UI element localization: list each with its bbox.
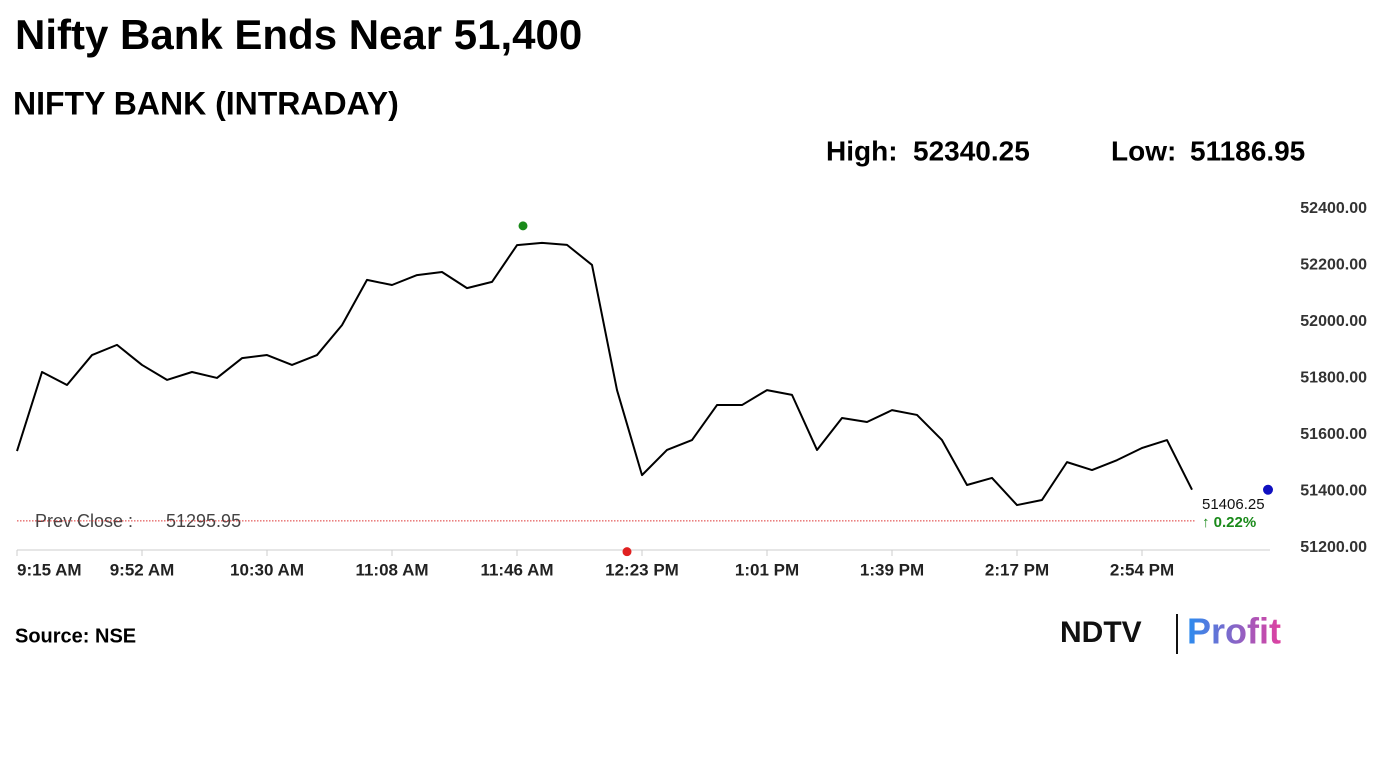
high-value: 52340.25 (913, 135, 1030, 166)
y-tick-label: 51800.00 (1300, 370, 1367, 387)
x-tick-label: 1:01 PM (735, 560, 799, 579)
y-tick-label: 52200.00 (1300, 257, 1367, 274)
high-text: High: (826, 135, 898, 166)
x-tick-label: 11:08 AM (355, 560, 428, 579)
chart-title: Nifty Bank Ends Near 51,400 (15, 11, 582, 58)
y-tick-label: 51400.00 (1300, 483, 1367, 500)
source: Source: NSE (15, 625, 136, 647)
change-label: ↑ 0.22% (1202, 514, 1256, 531)
y-tick-label: 52400.00 (1300, 200, 1367, 217)
x-tick-label: 11:46 AM (480, 560, 553, 579)
y-tick-label: 51600.00 (1300, 426, 1367, 443)
x-tick-label: 10:30 AM (230, 560, 304, 579)
logo-profit: Profit (1187, 611, 1281, 652)
x-tick-label: 2:54 PM (1110, 560, 1174, 579)
low-text: Low: (1111, 135, 1176, 166)
logo-ndtv: NDTV (1060, 616, 1142, 649)
price-line (16, 241, 1193, 507)
x-tick-label: 1:39 PM (860, 560, 924, 579)
x-tick-label: 9:15 AM (17, 560, 82, 579)
last-marker (1263, 484, 1273, 495)
x-tick-label: 12:23 PM (605, 560, 679, 579)
x-tick-label: 9:52 AM (110, 560, 175, 579)
low-marker (622, 547, 632, 557)
y-tick-label: 52000.00 (1300, 313, 1367, 330)
low-value: 51186.95 (1190, 135, 1305, 166)
last-value-label: 51406.25 (1202, 496, 1265, 513)
chart-subtitle: NIFTY BANK (INTRADAY) (13, 85, 399, 121)
high-marker (518, 221, 528, 231)
x-tick-label: 2:17 PM (985, 560, 1049, 579)
y-tick-label: 51200.00 (1300, 539, 1367, 556)
